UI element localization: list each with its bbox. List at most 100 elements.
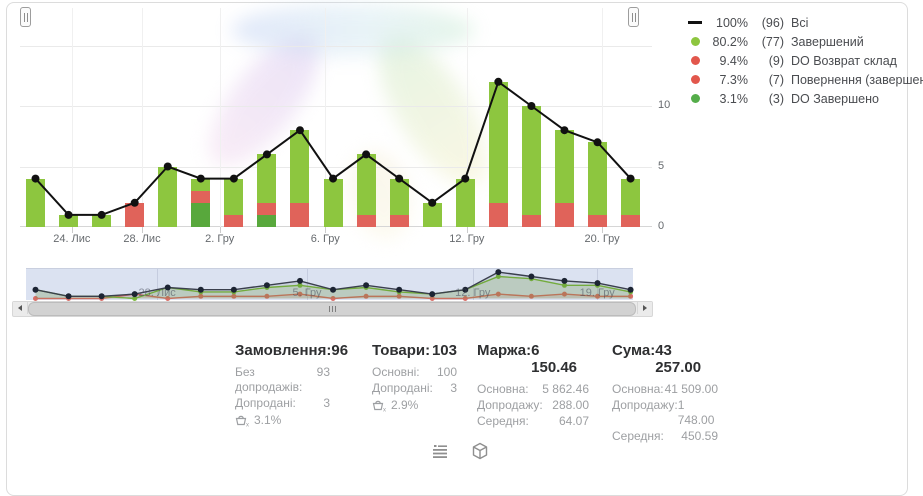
data-point[interactable] xyxy=(229,174,238,183)
bar-segment[interactable] xyxy=(554,202,574,227)
x-axis-tick xyxy=(325,227,327,233)
gridline xyxy=(20,45,652,47)
navigator-data-point xyxy=(132,296,138,301)
package-box-icon xyxy=(472,442,488,460)
orders-chart xyxy=(20,8,652,227)
navigator-data-point xyxy=(297,291,303,297)
data-point[interactable] xyxy=(31,174,40,183)
navigator-data-point xyxy=(297,282,303,288)
bar-segment[interactable] xyxy=(389,214,409,227)
navigator-data-point xyxy=(32,286,39,293)
navigator-data-point xyxy=(396,293,402,299)
gridline xyxy=(466,8,468,227)
bar-segment[interactable] xyxy=(257,214,277,227)
bar-segment[interactable] xyxy=(191,202,211,227)
bar-segment[interactable] xyxy=(488,202,508,227)
bar-segment[interactable] xyxy=(125,202,145,227)
bar-segment[interactable] xyxy=(621,214,641,227)
scrollbar-thumb[interactable] xyxy=(28,302,636,316)
data-point[interactable] xyxy=(262,150,271,159)
navigator-gridline xyxy=(472,269,474,300)
bar-segment[interactable] xyxy=(621,178,641,215)
x-axis-tick xyxy=(141,227,143,233)
bar-segment[interactable] xyxy=(422,202,442,227)
data-point[interactable] xyxy=(461,174,470,183)
bar-segment[interactable] xyxy=(588,142,608,215)
bar-segment[interactable] xyxy=(588,214,608,227)
bar-segment[interactable] xyxy=(356,214,376,227)
navigator-data-point xyxy=(595,293,601,299)
data-point[interactable] xyxy=(130,198,139,207)
scroll-left-button[interactable] xyxy=(13,302,28,314)
x-axis-tick xyxy=(71,227,73,233)
dot-marker-icon xyxy=(687,56,703,65)
summary-list-button[interactable] xyxy=(429,440,451,462)
bar-segment[interactable] xyxy=(521,214,541,227)
bar-segment[interactable] xyxy=(224,178,244,215)
data-point[interactable] xyxy=(494,77,503,86)
data-point[interactable] xyxy=(527,102,536,110)
gridline xyxy=(141,8,143,227)
data-point[interactable] xyxy=(362,150,371,159)
stat-title: Замовлення: xyxy=(235,342,332,359)
scroll-right-button[interactable] xyxy=(637,302,652,314)
bar-segment[interactable] xyxy=(158,166,178,227)
data-point[interactable] xyxy=(560,126,569,135)
data-point[interactable] xyxy=(395,174,404,183)
range-navigator[interactable]: 28. Лис 5. Гру 12. Гру 19. Гру xyxy=(26,268,634,301)
bar-segment[interactable] xyxy=(389,178,409,215)
products-package-button[interactable] xyxy=(469,440,491,462)
navigator-data-point xyxy=(462,296,468,301)
legend-item[interactable]: 80.2% (77) Завершений xyxy=(687,32,912,51)
bar-segment[interactable] xyxy=(257,154,277,203)
x-axis-label: 6. Гру xyxy=(310,233,340,245)
navigator-left-handle[interactable] xyxy=(20,7,31,27)
data-point[interactable] xyxy=(64,210,73,219)
x-axis-tick xyxy=(602,227,604,233)
navigator-data-point xyxy=(131,291,138,298)
navigator-data-point xyxy=(198,293,204,299)
basket-x-icon: x xyxy=(372,400,386,412)
bar-segment[interactable] xyxy=(191,178,211,191)
navigator-data-point xyxy=(165,296,171,301)
bar-segment[interactable] xyxy=(290,130,310,203)
bar-segment[interactable] xyxy=(554,130,574,203)
legend-item[interactable]: 9.4% (9) DO Возврат склад xyxy=(687,51,912,70)
bar-segment[interactable] xyxy=(92,214,112,227)
data-point[interactable] xyxy=(295,126,304,135)
bar-segment[interactable] xyxy=(257,202,277,215)
legend-item[interactable]: 7.3% (7) Повернення (завершений) xyxy=(687,70,923,89)
data-point[interactable] xyxy=(593,138,602,147)
navigator-data-point xyxy=(561,291,567,297)
bar-segment[interactable] xyxy=(290,202,310,227)
bar-segment[interactable] xyxy=(191,190,211,203)
legend-item[interactable]: 100% (96) Всі xyxy=(687,13,912,32)
arrow-right-icon xyxy=(643,305,647,311)
data-point[interactable] xyxy=(97,210,106,219)
bar-segment[interactable] xyxy=(488,81,508,203)
bar-segment[interactable] xyxy=(521,106,541,215)
navigator-right-handle[interactable] xyxy=(628,7,639,27)
navigator-scrollbar[interactable] xyxy=(12,301,653,317)
dot-marker-icon xyxy=(687,37,703,46)
bar-segment[interactable] xyxy=(323,178,343,227)
data-point[interactable] xyxy=(196,174,205,183)
legend-item[interactable]: 3.1% (3) DO Завершено xyxy=(687,89,912,108)
navigator-data-point xyxy=(628,293,634,299)
data-point[interactable] xyxy=(163,162,172,171)
data-point[interactable] xyxy=(329,174,338,183)
navigator-data-point xyxy=(363,282,370,289)
bar-segment[interactable] xyxy=(356,154,376,215)
stat-value: 96 xyxy=(331,342,349,359)
bar-segment[interactable] xyxy=(59,214,79,227)
x-axis-tick xyxy=(219,227,221,233)
navigator-data-point xyxy=(263,282,270,289)
data-point[interactable] xyxy=(428,198,437,207)
data-point[interactable] xyxy=(626,174,635,183)
navigator-data-point xyxy=(197,286,204,293)
navigator-data-point xyxy=(98,293,105,300)
bar-segment[interactable] xyxy=(455,178,475,227)
bar-segment[interactable] xyxy=(224,214,244,227)
navigator-data-point xyxy=(65,293,72,300)
bar-segment[interactable] xyxy=(26,178,45,227)
